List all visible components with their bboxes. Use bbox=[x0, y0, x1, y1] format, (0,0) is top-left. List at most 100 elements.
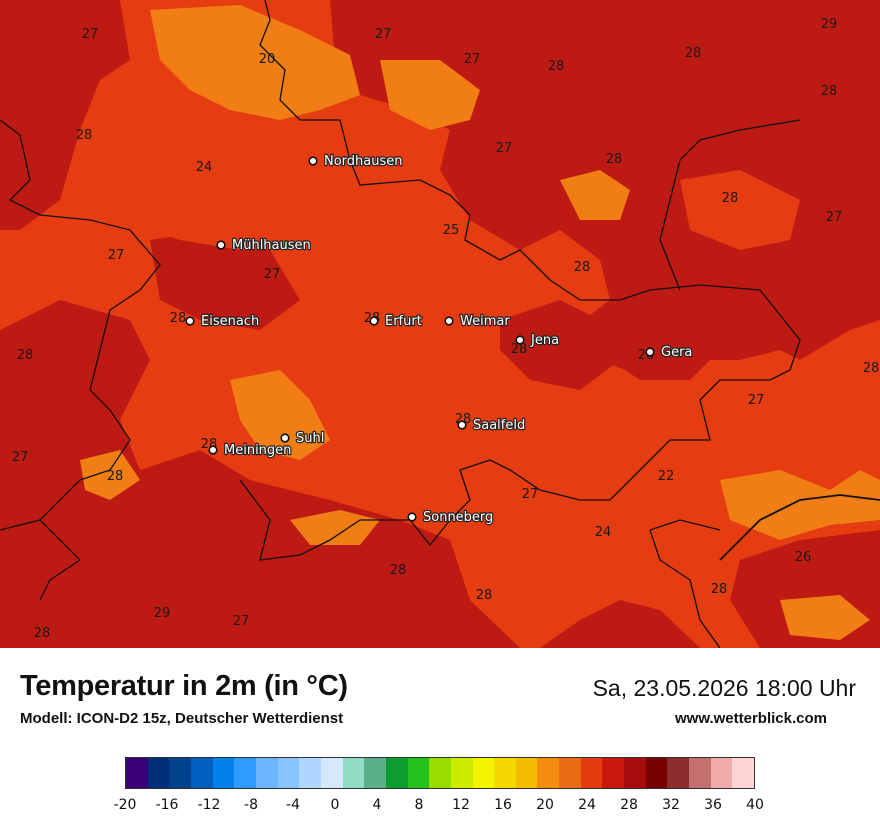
city-name: Erfurt bbox=[385, 314, 422, 329]
city-marker: Mühlhausen bbox=[216, 237, 312, 254]
value-label: 22 bbox=[658, 469, 675, 484]
city-dot bbox=[308, 156, 318, 166]
legend-tick-label: -12 bbox=[197, 797, 221, 813]
legend-tick-label: 36 bbox=[704, 797, 722, 813]
value-label: 28 bbox=[511, 342, 528, 357]
value-label: 27 bbox=[464, 52, 481, 67]
city-dot bbox=[407, 512, 417, 522]
legend-swatch bbox=[732, 758, 755, 788]
city-marker: Nordhausen bbox=[308, 153, 404, 170]
city-name: Saalfeld bbox=[473, 418, 525, 433]
labels-layer: 27 20 27 27 28 28 28 28 24 27 28 28 27 25 27 28 27 28 28 28… bbox=[12, 17, 880, 641]
city-name: Nordhausen bbox=[324, 154, 403, 169]
value-label: 27 bbox=[82, 27, 99, 42]
city-marker: Sonneberg bbox=[407, 509, 495, 526]
legend-swatch bbox=[494, 758, 516, 788]
legend-swatch bbox=[429, 758, 451, 788]
legend-swatch bbox=[190, 758, 213, 788]
city-name: Weimar bbox=[460, 314, 510, 329]
legend-swatch bbox=[689, 758, 711, 788]
legend-swatch bbox=[320, 758, 343, 788]
city-marker: Suhl bbox=[280, 430, 326, 447]
city-dot bbox=[216, 240, 226, 250]
city-dot bbox=[515, 335, 525, 345]
value-label: 27 bbox=[108, 248, 125, 263]
value-label: 26 bbox=[795, 550, 812, 565]
model-info: Modell: ICON-D2 15z, Deutscher Wetterdie… bbox=[20, 710, 344, 727]
city-marker: Eisenach bbox=[185, 313, 260, 330]
city-dot bbox=[457, 420, 467, 430]
legend-tick-label: 16 bbox=[494, 797, 512, 813]
legend-swatch bbox=[667, 758, 690, 788]
legend-swatch bbox=[255, 758, 278, 788]
city-marker: Meiningen bbox=[208, 442, 293, 459]
legend-tick-label: 40 bbox=[746, 797, 764, 813]
legend-swatch bbox=[580, 758, 603, 788]
city-dot bbox=[444, 316, 454, 326]
value-label: 28 bbox=[17, 348, 34, 363]
value-label: 28 bbox=[574, 260, 591, 275]
value-label: 27 bbox=[496, 141, 513, 156]
value-label: 27 bbox=[748, 393, 765, 408]
legend-swatch bbox=[450, 758, 473, 788]
city-name: Sonneberg bbox=[423, 510, 493, 525]
value-label: 20 bbox=[259, 52, 276, 67]
city-marker: Saalfeld bbox=[457, 417, 526, 434]
value-label: 27 bbox=[233, 614, 250, 629]
legend-swatch bbox=[472, 758, 495, 788]
city-name: Mühlhausen bbox=[232, 238, 311, 253]
legend-swatch bbox=[645, 758, 668, 788]
legend-tick-label: 0 bbox=[330, 797, 340, 813]
legend-swatch bbox=[710, 758, 733, 788]
city-name: Jena bbox=[530, 333, 559, 348]
city-marker: Weimar bbox=[444, 313, 512, 330]
city-name: Suhl bbox=[296, 431, 324, 446]
value-label: 28 bbox=[821, 84, 838, 99]
legend-tick-label: -20 bbox=[113, 797, 137, 813]
city-dot bbox=[369, 316, 379, 326]
value-label: 28 bbox=[34, 626, 51, 641]
legend-swatch bbox=[147, 758, 170, 788]
value-label: 28 bbox=[390, 563, 407, 578]
value-label: 28 bbox=[711, 582, 728, 597]
legend-swatch bbox=[234, 758, 256, 788]
map-canvas bbox=[0, 0, 880, 648]
city-marker: Erfurt bbox=[369, 313, 423, 330]
legend-tick-label: 28 bbox=[620, 797, 638, 813]
city-name: Eisenach bbox=[201, 314, 259, 329]
city-name: Gera bbox=[661, 345, 692, 360]
legend-swatch bbox=[169, 758, 191, 788]
value-label: 28 bbox=[476, 588, 493, 603]
legend-swatch bbox=[299, 758, 321, 788]
legend-swatch bbox=[126, 758, 148, 788]
city-labels: Nordhausen Mühlhausen Eisenach Erfurt Weimar… bbox=[185, 153, 694, 526]
legend-tick-label: 32 bbox=[662, 797, 680, 813]
legend-swatch bbox=[602, 758, 625, 788]
city-name: Meiningen bbox=[224, 443, 291, 458]
value-label: 27 bbox=[826, 210, 843, 225]
legend-swatch bbox=[537, 758, 560, 788]
legend-swatch bbox=[407, 758, 430, 788]
value-label: 27 bbox=[264, 267, 281, 282]
map-title: Temperatur in 2m (in °C) bbox=[20, 670, 348, 702]
city-dot bbox=[645, 347, 655, 357]
value-label: 27 bbox=[12, 450, 29, 465]
legend-tick-label: 4 bbox=[372, 797, 382, 813]
value-label: 28 bbox=[722, 191, 739, 206]
temperature-map: 27 20 27 27 28 28 28 28 24 27 28 28 27 25 27 28 27 28 28 28… bbox=[0, 0, 880, 648]
district-borders bbox=[0, 0, 880, 648]
value-label: 28 bbox=[606, 152, 623, 167]
legend-swatch bbox=[277, 758, 300, 788]
legend-swatch bbox=[515, 758, 538, 788]
city-dot bbox=[185, 316, 195, 326]
city-marker: Gera bbox=[645, 344, 694, 361]
value-label: 28 bbox=[685, 46, 702, 61]
value-label: 27 bbox=[375, 27, 392, 42]
city-marker: Jena bbox=[515, 332, 560, 349]
value-label: 25 bbox=[443, 223, 460, 238]
website-link[interactable]: www.wetterblick.com bbox=[675, 710, 827, 727]
legend-tick-label: -8 bbox=[244, 797, 258, 813]
legend-tick-label: 12 bbox=[452, 797, 470, 813]
legend-swatch bbox=[624, 758, 646, 788]
legend-swatch bbox=[342, 758, 365, 788]
